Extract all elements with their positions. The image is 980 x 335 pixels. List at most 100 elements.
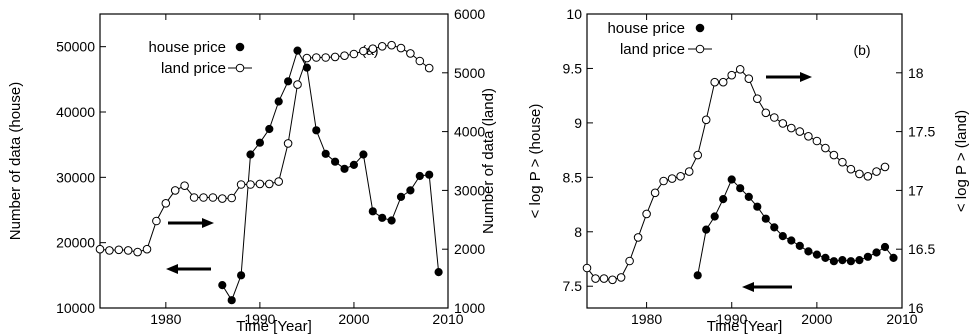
land-price-point [642,209,651,219]
land-price-point [693,150,703,160]
house-price-point [425,170,434,179]
land-price-point [330,52,340,62]
land-price-point [123,246,133,255]
land-price-point [359,46,368,56]
land-price-point [199,193,208,202]
y-tick-label: 8.5 [563,169,583,185]
house-price-point [378,213,387,222]
house-price-point [274,97,283,106]
house-price-point [855,256,864,265]
x-tick-label: 1990 [716,311,747,327]
legend-marker [695,44,705,54]
land-price-point [735,65,745,74]
legend-label: land price [161,60,226,77]
y-tick-label: 7.5 [563,278,583,294]
house-price-point [846,257,856,266]
legend-marker [235,63,245,73]
chart-panel-b: 1980 1990 2000 2010 7.5 8 8.5 9 9.5 10 16 16.5 17 17.… [527,6,970,335]
x-tick-label: 2000 [801,311,832,327]
house-price-point [838,256,847,265]
land-price-point [846,164,856,174]
legend-label: house price [148,39,226,56]
land-price-point [804,132,813,141]
land-price-point [710,77,720,87]
house-price-point [331,157,340,166]
x-tick-label: 1980 [150,311,181,327]
land-price-point [633,233,643,242]
axis-arrow-head [742,282,754,292]
land-price-point [880,162,890,172]
land-price-point [396,43,406,53]
land-price-point [608,275,617,285]
y-tick-label: 40000 [56,104,95,120]
land-price-point [274,177,284,186]
house-price-point [340,164,349,173]
land-price-point [676,172,685,181]
land-price-point [753,94,762,103]
house-price-point [787,236,796,245]
land-price-point [684,167,694,176]
house-price-point [359,150,368,159]
land-price-point [340,51,349,61]
y2-tick-label: 1000 [454,300,485,316]
house-price-point [368,207,377,216]
land-price-point [838,157,847,167]
land-price-point [218,194,227,203]
y2-tick-label: 18 [908,65,924,81]
y-tick-label: 9 [574,115,582,131]
house-price-point [795,241,804,250]
land-price-point [650,188,660,198]
house-price-line [221,49,440,302]
house-price-point [872,248,881,257]
land-price-point [424,63,434,73]
y-axis-title: < log P > (house) [527,104,544,219]
x-tick-label: 1980 [631,311,662,327]
y-tick-label: 10000 [56,300,95,316]
house-price-point [804,247,813,256]
land-price-point [812,136,822,146]
axis-arrow-head [166,264,178,274]
land-price-point [189,193,199,202]
house-price-point [265,124,274,134]
land-price-point [283,139,293,148]
land-price-point [872,167,881,176]
land-price-point [349,49,359,59]
y2-tick-label: 6000 [454,6,485,22]
y2-tick-label: 4000 [454,124,485,140]
house-price-point [415,171,424,181]
land-price-point [667,174,677,183]
land-price-point [133,247,142,257]
house-price-point [387,216,396,225]
land-price-point [415,56,425,66]
land-price-point [142,244,152,254]
land-price-point [170,186,180,195]
house-price-point [821,253,830,262]
house-price-point [227,296,236,305]
land-price-point [152,216,161,226]
land-price-point [377,42,387,51]
y2-tick-label: 17.5 [908,124,935,140]
land-price-point [591,274,600,283]
house-price-point [736,184,745,193]
land-price-point [293,80,302,89]
house-price-point [312,126,321,135]
house-price-point [778,232,787,241]
land-price-point [161,199,171,208]
land-price-point [302,53,312,63]
land-price-point [105,246,114,255]
legend-marker [695,23,705,33]
house-price-point [702,225,711,234]
house-price-point [434,268,443,277]
y2-axis-title: Number of data (land) [480,88,497,234]
axis-arrow-head [800,72,812,82]
land-price-point [770,113,779,122]
land-price-point [829,150,839,160]
y2-axis-title: < log P > (land) [953,110,970,212]
house-price-point [880,242,890,252]
x-tick-label: 2000 [338,311,369,327]
land-price-point [599,274,609,283]
y2-tick-label: 16 [908,300,924,316]
x-tick-label: 1990 [244,311,275,327]
y-axis-title: Number of data (house) [7,82,24,240]
y-tick-label: 10 [566,6,582,22]
